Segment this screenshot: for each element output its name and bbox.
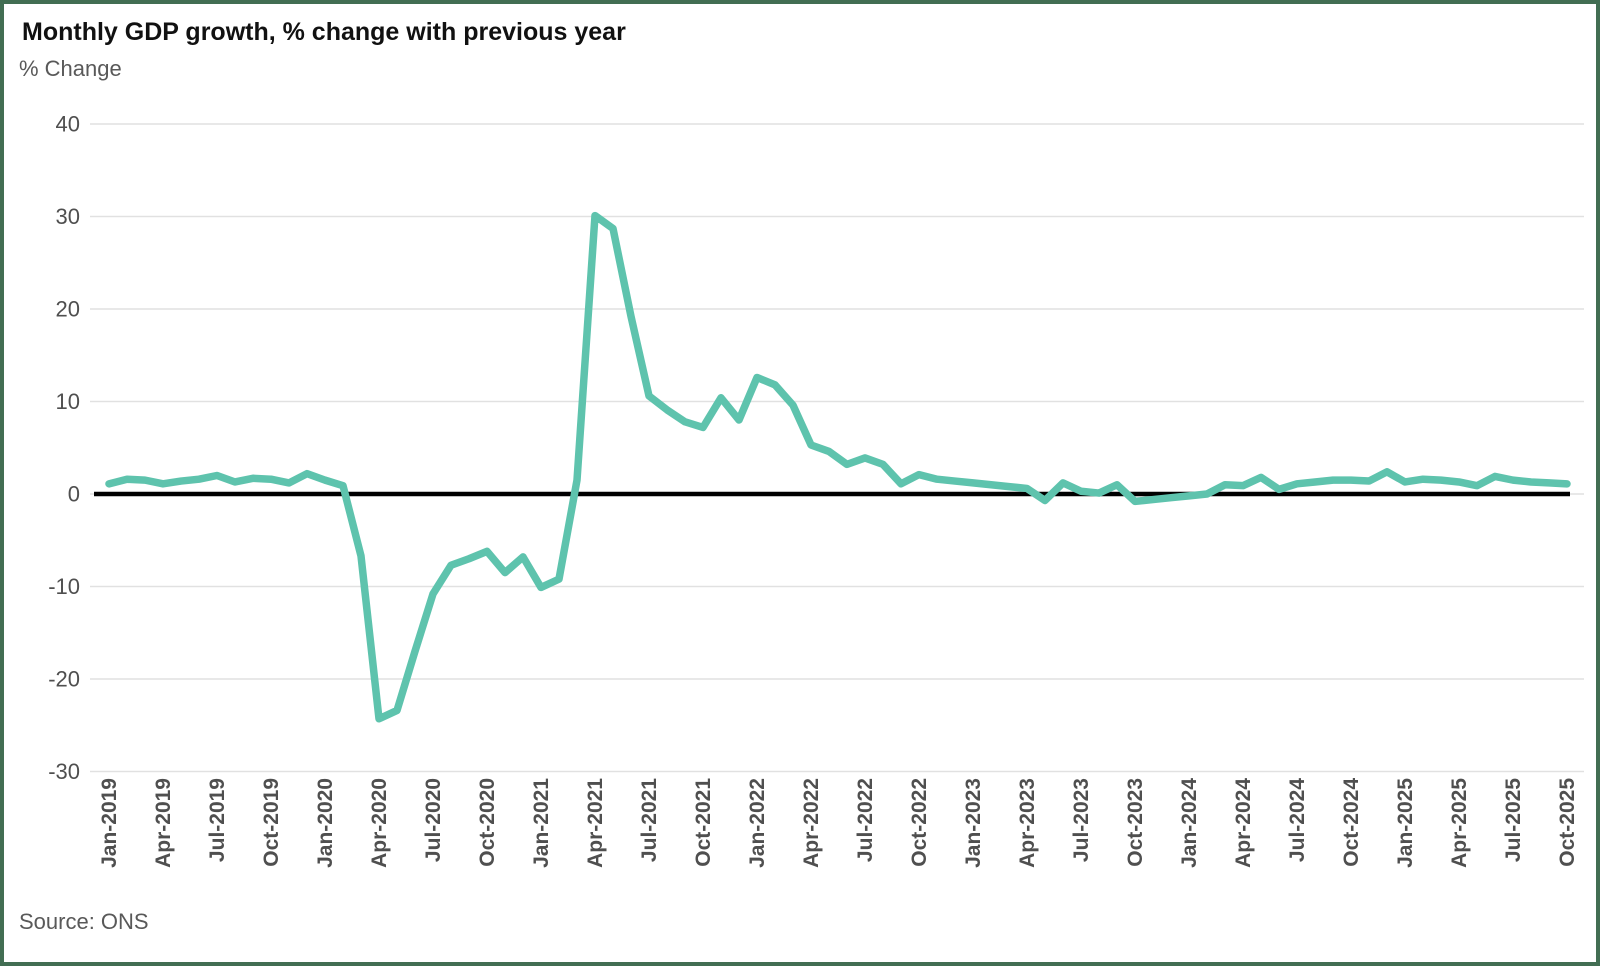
y-tick-label: 20 [56,297,80,322]
x-tick-label: Oct-2021 [692,778,715,867]
x-tick-label: Oct-2025 [1556,778,1579,867]
x-tick-label: Jan-2022 [746,778,769,868]
x-tick-label: Jan-2023 [962,778,985,868]
y-tick-label: -20 [48,667,80,692]
x-tick-label: Jan-2020 [314,778,337,868]
y-tick-label: 10 [56,389,80,414]
x-tick-label: Apr-2024 [1232,778,1255,868]
x-tick-label: Apr-2023 [1016,778,1039,868]
chart-title: Monthly GDP growth, % change with previo… [22,18,626,46]
gdp-line [105,211,1571,723]
x-tick-label: Apr-2021 [584,778,607,868]
y-tick-label: 40 [56,112,80,137]
y-tick-label: 0 [68,482,80,507]
x-tick-label: Jul-2020 [422,778,445,862]
x-tick-label: Oct-2024 [1340,778,1363,867]
x-tick-label: Jul-2024 [1286,778,1309,862]
x-tick-label: Jul-2022 [854,778,877,862]
x-tick-label: Apr-2022 [800,778,823,868]
x-tick-label: Oct-2019 [260,778,283,867]
x-tick-label: Jan-2025 [1394,778,1417,868]
x-tick-label: Apr-2020 [368,778,391,868]
x-tick-label: Oct-2022 [908,778,931,867]
x-tick-label: Jan-2021 [530,778,553,868]
x-tick-label: Oct-2020 [476,778,499,867]
y-tick-label: 30 [56,204,80,229]
chart-subtitle: % Change [19,56,122,81]
x-tick-label: Jan-2024 [1178,778,1201,868]
x-tick-label: Jul-2019 [206,778,229,862]
x-tick-label: Apr-2019 [152,778,175,868]
x-tick-label: Apr-2025 [1448,778,1471,868]
source-note: Source: ONS [19,909,149,934]
x-tick-label: Jul-2025 [1502,778,1525,862]
y-tick-label: -30 [48,759,80,784]
x-tick-label: Jul-2023 [1070,778,1093,862]
x-tick-label: Jan-2019 [98,778,121,868]
x-tick-label: Jul-2021 [638,778,661,862]
x-tick-label: Oct-2023 [1124,778,1147,867]
gdp-line-chart: 40 30 20 10 0 -10 -20 -30 Jan-2019 Apr-2019 Jul-20… [48,112,1584,868]
y-tick-label: -10 [48,574,80,599]
